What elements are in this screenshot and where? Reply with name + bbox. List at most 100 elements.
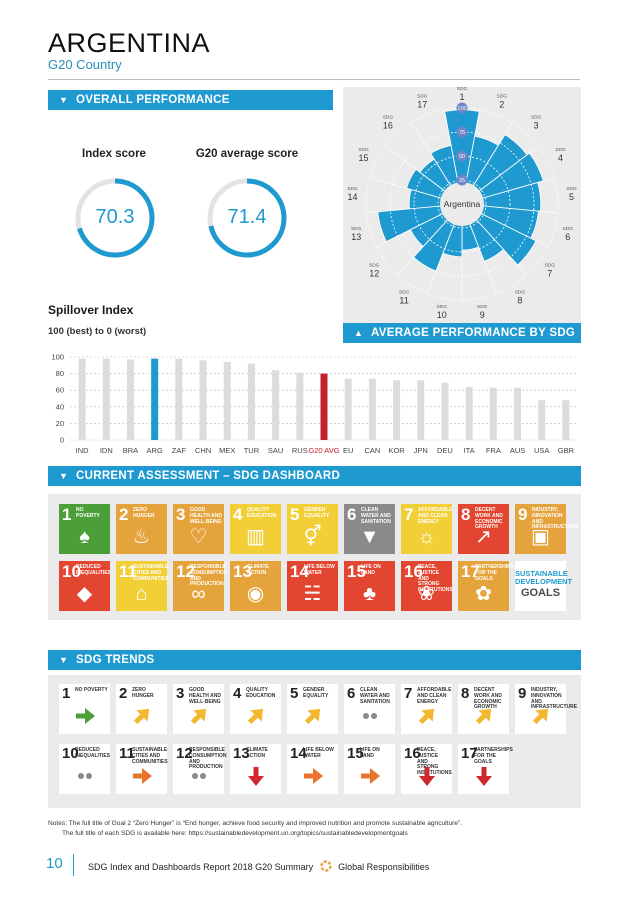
sdg-label: Life below water bbox=[303, 747, 334, 759]
sdg-label: Decent work and economic growth bbox=[475, 507, 503, 531]
spillover-title: Spillover Index bbox=[48, 303, 134, 317]
sdg-number: 2 bbox=[119, 685, 128, 702]
radar-axis-prefix: SDG bbox=[437, 304, 448, 310]
bar-gbr bbox=[562, 400, 570, 440]
radar-axis-label: 8 bbox=[517, 296, 522, 306]
sdg-number: 6 bbox=[347, 505, 357, 524]
sdg-label: Responsible consumption and production bbox=[190, 564, 228, 588]
radar-axis-prefix: SDG bbox=[383, 115, 394, 121]
x-tick-label: G20 AVG bbox=[308, 446, 339, 455]
triangle-down-icon: ▼ bbox=[59, 655, 69, 665]
y-tick-label: 40 bbox=[56, 402, 64, 411]
sdg-number: 16 bbox=[404, 745, 421, 762]
dashboard-tile-sdg-12: 12 Responsible consumption and production… bbox=[173, 561, 228, 611]
sdg-number: 7 bbox=[404, 685, 413, 702]
y-tick-label: 80 bbox=[56, 369, 64, 378]
trend-up-icon bbox=[247, 708, 264, 725]
country-subtitle: G20 Country bbox=[48, 57, 122, 72]
sdg-number: 5 bbox=[290, 505, 300, 524]
sdg-number: 6 bbox=[347, 685, 356, 702]
sdg-label: Reduced inequalities bbox=[75, 747, 111, 759]
sdg-label: Quality education bbox=[247, 507, 277, 519]
x-tick-label: CAN bbox=[364, 446, 380, 455]
radar-ring-label: 50 bbox=[459, 154, 465, 160]
sdg-label: Responsible consumption and production bbox=[189, 747, 227, 771]
sdg-number: 3 bbox=[176, 505, 186, 524]
radar-axis-label: 16 bbox=[383, 121, 393, 131]
sdg-number: 13 bbox=[233, 562, 252, 581]
trend-tile-sdg-14: 14 Life below water bbox=[287, 744, 338, 794]
dashboard-label: CURRENT ASSESSMENT – SDG DASHBOARD bbox=[76, 470, 341, 482]
sdg-label: Life on land bbox=[360, 747, 380, 759]
sdg-goal-icon: ☼ bbox=[417, 526, 436, 548]
x-tick-label: KOR bbox=[388, 446, 405, 455]
sdg-number: 9 bbox=[518, 685, 527, 702]
trend-tile-sdg-1: 1 No poverty bbox=[59, 684, 110, 734]
footer-report-text: SDG Index and Dashboards Report 2018 G20… bbox=[88, 862, 314, 872]
sdg-number: 7 bbox=[404, 505, 414, 524]
dashboard-tile-sdg-8: 8 Decent work and economic growth ↗ bbox=[458, 504, 509, 554]
bar-aus bbox=[514, 387, 522, 440]
sdg-label: Reduced inequalities bbox=[76, 564, 112, 576]
sdg-number: 1 bbox=[62, 505, 72, 524]
sdg-number: 9 bbox=[518, 505, 528, 524]
sdg-number: 16 bbox=[404, 562, 423, 581]
notes: Notes: The full title of Goal 2 “Zero Hu… bbox=[48, 819, 462, 838]
sdg-goal-icon: ♠ bbox=[79, 526, 90, 548]
x-tick-label: BRA bbox=[123, 446, 138, 455]
g20-average-label: G20 average score bbox=[195, 148, 299, 160]
sdg-number: 14 bbox=[290, 745, 307, 762]
bar-chn bbox=[199, 360, 207, 440]
sdg-number: 11 bbox=[119, 562, 137, 581]
trend-tile-sdg-17: 17 Partnerships for the goals bbox=[458, 744, 513, 794]
sdg-number: 4 bbox=[233, 685, 242, 702]
average-performance-band: ▲ AVERAGE PERFORMANCE BY SDG bbox=[343, 323, 581, 343]
sdg-label: Climate action bbox=[246, 747, 268, 759]
sdg-label: Partnerships for the goals bbox=[475, 564, 514, 582]
trend-up-icon bbox=[190, 708, 207, 725]
y-tick-label: 0 bbox=[60, 436, 64, 445]
radar-axis-prefix: SDG bbox=[563, 226, 574, 232]
trend-up-icon bbox=[532, 708, 549, 725]
sdg-number: 17 bbox=[461, 745, 478, 762]
bar-jpn bbox=[417, 380, 425, 440]
radar-axis-label: 2 bbox=[499, 99, 504, 109]
x-tick-label: USA bbox=[534, 446, 549, 455]
sdg-goal-icon: ❀ bbox=[418, 583, 435, 605]
sdg-number: 10 bbox=[62, 562, 81, 581]
radar-axis-prefix: SDG bbox=[358, 147, 369, 153]
index-score-label: Index score bbox=[82, 148, 146, 160]
radar-axis-label: 9 bbox=[480, 310, 485, 320]
sdg-logo-line: SUSTAINABLE bbox=[515, 569, 568, 578]
sdg-label: Good health and well-being bbox=[189, 687, 221, 705]
dashboard-band: ▼ CURRENT ASSESSMENT – SDG DASHBOARD bbox=[48, 466, 581, 486]
dashboard-tile-sdg-3: 3 Good health and well-being ♡ bbox=[173, 504, 224, 554]
x-tick-label: IDN bbox=[100, 446, 113, 455]
sdg-number: 8 bbox=[461, 685, 470, 702]
trend-tile-sdg-2: 2 Zero hunger bbox=[116, 684, 167, 734]
notes-line-2: The full title of each SDG is available … bbox=[62, 829, 408, 837]
dashboard-tile-sdg-14: 14 Life below water ☵ bbox=[287, 561, 338, 611]
radar-ring-label: 75 bbox=[459, 130, 465, 136]
trends-band: ▼ SDG TRENDS bbox=[48, 650, 581, 670]
sdg-label: Gender equality bbox=[304, 507, 330, 519]
y-tick-label: 20 bbox=[56, 419, 64, 428]
x-tick-label: DEU bbox=[437, 446, 453, 455]
trend-tile-sdg-13: 13 Climate action bbox=[230, 744, 281, 794]
x-tick-label: ZAF bbox=[172, 446, 187, 455]
triangle-down-icon: ▼ bbox=[59, 95, 69, 105]
radar-axis-label: 14 bbox=[347, 192, 357, 202]
radar-ring-marker bbox=[456, 174, 468, 186]
sdg-goal-icon: ◉ bbox=[246, 583, 265, 605]
radar-axis-prefix: SDG bbox=[351, 226, 362, 232]
radar-axis-prefix: SDG bbox=[477, 304, 488, 310]
sdg-number: 10 bbox=[62, 745, 79, 762]
radar-axis-prefix: SDG bbox=[417, 93, 428, 99]
trend-dots-icon bbox=[78, 773, 92, 779]
dashboard-tile-sdg-2: 2 Zero hunger ♨ bbox=[116, 504, 167, 554]
x-tick-label: JPN bbox=[414, 446, 428, 455]
radar-ring-label: 100 bbox=[457, 106, 466, 112]
trend-up-icon bbox=[475, 708, 492, 725]
trend-tile-sdg-3: 3 Good health and well-being bbox=[173, 684, 224, 734]
